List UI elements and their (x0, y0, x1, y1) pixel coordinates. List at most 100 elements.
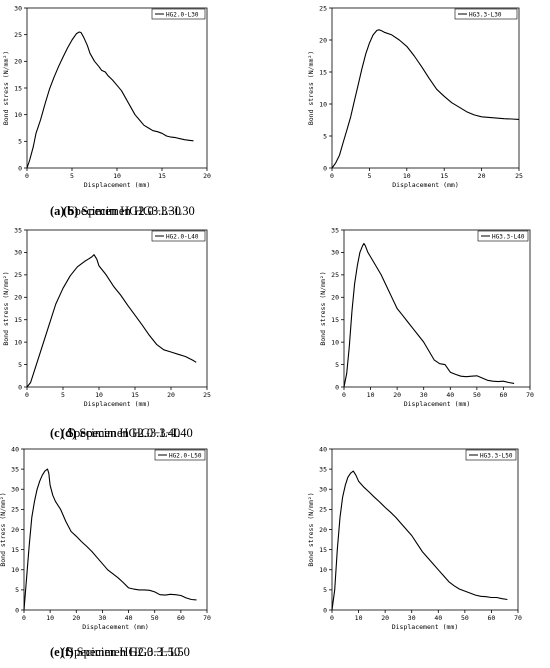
caption-text: Specimen HG2.0−L50 (63, 645, 181, 659)
caption-letter: (a) (50, 204, 65, 218)
y-tick-label: 0 (18, 164, 22, 172)
x-tick-label: 50 (151, 614, 159, 622)
x-axis-label: Displacement (mm) (392, 623, 459, 631)
legend-label: HG3.3-L50 (480, 452, 513, 459)
y-axis-label: Bond stress (N/mm²) (2, 271, 10, 345)
legend-box (151, 230, 206, 242)
x-tick-label: 10 (46, 614, 54, 622)
y-tick-label: 35 (319, 465, 327, 473)
x-tick-label: 5 (70, 172, 74, 180)
x-tick-label: 5 (367, 172, 371, 180)
x-tick-label: 10 (355, 614, 363, 622)
x-tick-label: 60 (177, 614, 185, 622)
x-tick-label: 10 (367, 391, 375, 399)
y-tick-label: 10 (11, 566, 19, 574)
plot-frame (343, 229, 531, 388)
legend-box (465, 449, 517, 461)
x-tick-label: 20 (167, 391, 175, 399)
panel-caption: (c) Specimen HG2.0−L40 (50, 426, 180, 441)
y-tick-label: 15 (331, 316, 339, 324)
y-tick-label: 30 (14, 249, 22, 257)
y-tick-label: 35 (11, 465, 19, 473)
y-tick-label: 25 (14, 31, 22, 39)
y-tick-label: 5 (335, 361, 339, 369)
chart-panel-5: 0 10 20 30 40 50 60 700510152025303540Displacem… (0, 445, 211, 631)
y-tick-label: 5 (323, 132, 327, 140)
y-tick-label: 0 (323, 606, 327, 614)
x-tick-label: 0 (22, 614, 26, 622)
x-tick-label: 70 (514, 614, 522, 622)
legend-box (154, 449, 206, 461)
panel-caption: (d) Specimen HG3.3−L40 (61, 426, 193, 441)
y-axis-label: Bond stress (N/mm²) (2, 51, 10, 125)
y-tick-label: 20 (331, 294, 339, 302)
x-tick-label: 50 (461, 614, 469, 622)
x-axis-label: Displacement (mm) (84, 181, 151, 189)
x-tick-label: 25 (203, 391, 211, 399)
y-tick-label: 15 (14, 84, 22, 92)
y-tick-label: 25 (11, 506, 19, 514)
y-tick-label: 0 (15, 606, 19, 614)
plot-frame (331, 448, 519, 611)
y-tick-label: 0 (335, 383, 339, 391)
y-tick-label: 0 (323, 164, 327, 172)
x-tick-label: 50 (473, 391, 481, 399)
series-line (26, 254, 197, 388)
y-tick-label: 20 (319, 526, 327, 534)
y-axis-label: Bond stress (N/mm²) (307, 492, 315, 566)
y-tick-label: 5 (18, 361, 22, 369)
panel-caption: (e) Specimen HG2.0−L50 (50, 645, 180, 660)
x-tick-label: 5 (61, 391, 65, 399)
y-tick-label: 25 (319, 4, 327, 12)
chart-panel-2: 0 5 10 15 20 25 0 5 10 15 20 25 Displacement (mm) Bon… (307, 4, 523, 189)
y-tick-label: 15 (14, 316, 22, 324)
legend-label: HG2.0-L30 (166, 11, 199, 18)
chart-panel-4: 0 10 20 30 40 50 60 70 0 5 10 15 20 25 30 35 Displacemen… (319, 226, 534, 408)
x-tick-label: 20 (393, 391, 401, 399)
y-tick-label: 30 (331, 249, 339, 257)
x-axis-label: Displacement (mm) (392, 181, 459, 189)
legend-label: HG2.0-L40 (166, 233, 199, 240)
y-tick-label: 30 (11, 486, 19, 494)
caption-letter: (e) (50, 645, 64, 659)
y-tick-label: 10 (14, 111, 22, 119)
x-tick-label: 20 (72, 614, 80, 622)
x-tick-label: 15 (158, 172, 166, 180)
x-tick-label: 60 (500, 391, 508, 399)
x-tick-label: 0 (342, 391, 346, 399)
x-tick-label: 10 (113, 172, 121, 180)
y-tick-label: 5 (18, 138, 22, 146)
caption-letter: (d) (61, 426, 77, 440)
x-tick-label: 70 (203, 614, 211, 622)
x-axis-label: Displacement (mm) (404, 400, 471, 408)
y-tick-label: 5 (15, 586, 19, 594)
x-tick-label: 30 (99, 614, 107, 622)
caption-text: Specimen HG2.0−L30 (64, 204, 181, 218)
chart-panel-1: 0 5 10 15 20 0 5 10 15 20 25 30 Displacement (mm) Bon… (2, 4, 211, 189)
x-tick-label: 40 (125, 614, 133, 622)
panel-caption: (a) Specimen HG2.0−L30 (50, 204, 181, 219)
y-tick-label: 10 (319, 100, 327, 108)
series-line (23, 468, 197, 611)
x-tick-label: 40 (446, 391, 454, 399)
x-tick-label: 20 (203, 172, 211, 180)
x-tick-label: 60 (488, 614, 496, 622)
x-tick-label: 20 (478, 172, 486, 180)
y-axis-label: Bond stress (N/mm²) (307, 51, 315, 125)
legend-label: HG3.3-L40 (492, 233, 525, 240)
caption-text: Specimen HG3.3−L30 (78, 204, 195, 218)
plot-frame (26, 229, 208, 388)
y-tick-label: 10 (331, 338, 339, 346)
panel-caption: (f) Specimen HG3.3−L50 (61, 645, 190, 660)
plot-frame (26, 7, 208, 169)
plot-frame (23, 448, 208, 611)
x-tick-label: 10 (403, 172, 411, 180)
y-tick-label: 5 (323, 586, 327, 594)
caption-text: Specimen HG3.3−L50 (73, 645, 190, 659)
caption-letter: (c) (50, 426, 64, 440)
legend-box (151, 8, 206, 20)
caption-letter: (b) (63, 204, 79, 218)
y-axis-label: Bond stress (N/mm²) (0, 492, 7, 566)
x-tick-label: 30 (420, 391, 428, 399)
